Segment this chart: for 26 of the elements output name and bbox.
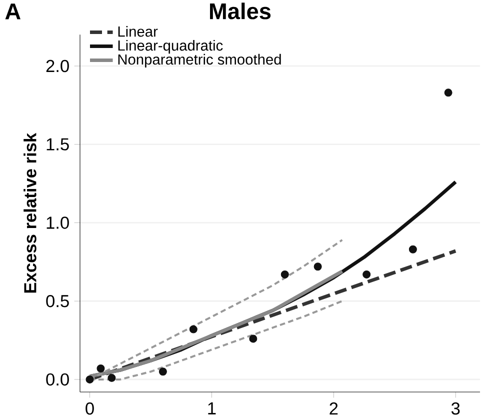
point — [189, 325, 198, 334]
x-tick-label: 1 — [208, 402, 216, 414]
chart-title: Males — [210, 2, 271, 20]
y-tick-label: 1.0 — [46, 216, 69, 229]
x-tick-label: 0 — [86, 402, 94, 415]
y-tick-label: 2.0 — [46, 60, 69, 72]
point — [158, 368, 167, 376]
x-tick-label: 2 — [330, 402, 338, 415]
legend-label: Linear-quadratic — [118, 40, 223, 54]
point — [86, 375, 94, 384]
point — [444, 88, 452, 97]
y-tick-label: 0.5 — [46, 294, 69, 308]
legend-label: Linear — [118, 26, 158, 37]
y-axis-title: Excess relative risk — [24, 132, 36, 293]
point — [280, 270, 289, 278]
point — [249, 334, 258, 343]
point — [314, 262, 322, 271]
legend-label: Nonparametric smoothed — [118, 54, 281, 68]
y-tick-label: 0.0 — [46, 373, 69, 386]
point — [96, 364, 105, 372]
y-tick-label: 1.5 — [46, 138, 69, 150]
x-tick-label: 3 — [451, 402, 460, 415]
point — [408, 245, 417, 254]
point — [108, 374, 116, 382]
text: A — [5, 4, 20, 20]
point — [362, 270, 371, 278]
